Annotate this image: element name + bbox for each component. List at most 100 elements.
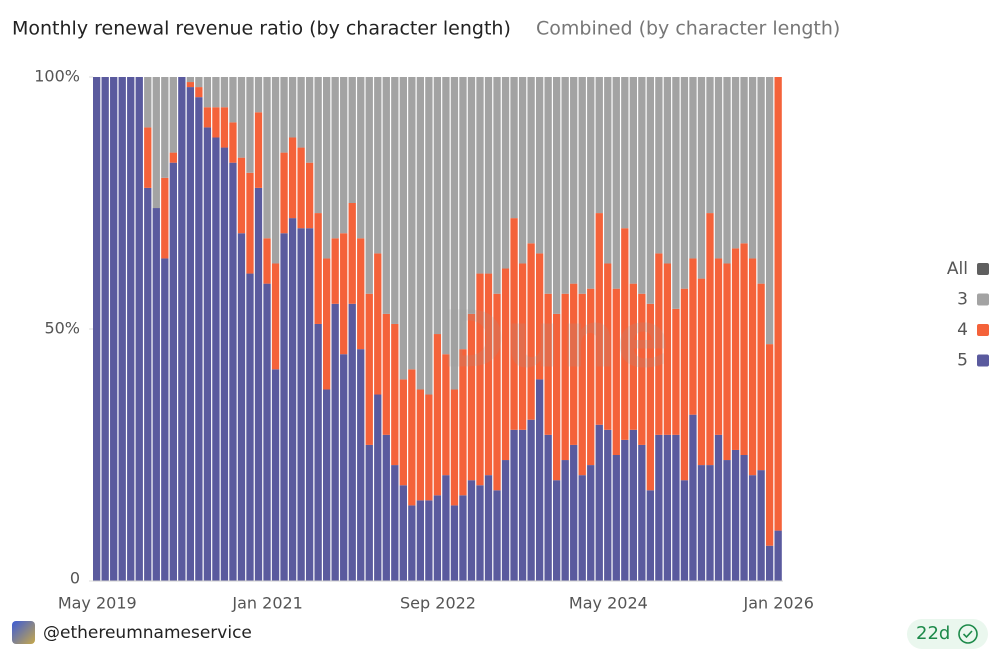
bar-segment — [408, 505, 416, 581]
bar-segment — [305, 77, 314, 163]
bar-segment — [331, 238, 339, 304]
y-tick-label: 100% — [34, 67, 80, 86]
bar-segment — [714, 77, 723, 259]
bar-segment — [203, 77, 212, 108]
bar-segment — [467, 313, 476, 481]
bar-segment — [629, 77, 637, 284]
bar-segment — [152, 208, 160, 582]
bar-segment — [765, 545, 774, 581]
bar-segment — [220, 107, 229, 148]
bar-segment — [323, 258, 331, 390]
bar-segment — [161, 77, 169, 178]
bar-segment — [348, 303, 356, 581]
bar-segment — [399, 77, 407, 380]
account-name[interactable]: @ethereumnameservice — [43, 623, 252, 643]
bar-segment — [254, 187, 263, 581]
bar-segment — [689, 77, 697, 259]
bar-segment — [680, 288, 689, 481]
bar-segment — [621, 77, 629, 229]
bar-segment — [476, 77, 484, 274]
bar-segment — [493, 490, 501, 581]
bar-segment — [680, 480, 689, 581]
bar-segment — [595, 213, 603, 425]
bar-segment — [740, 455, 748, 581]
bar-segment — [144, 127, 152, 188]
bar-segment — [365, 77, 373, 294]
chart-title: Monthly renewal revenue ratio (by charac… — [12, 18, 511, 40]
bar-segment — [391, 77, 399, 324]
bar-segment — [288, 218, 297, 581]
bar-segment — [697, 77, 706, 279]
bar-segment — [169, 77, 177, 153]
bar-segment — [501, 460, 510, 581]
bar-segment — [570, 444, 578, 581]
bar-segment — [535, 253, 544, 380]
bar-segment — [706, 77, 714, 214]
bar-segment — [391, 323, 399, 466]
bar-segment — [186, 87, 195, 581]
bar-segment — [493, 293, 501, 491]
bar-segment — [280, 77, 288, 153]
bar-segment — [391, 465, 399, 581]
bar-segment — [689, 258, 697, 415]
bar-segment — [178, 77, 186, 581]
bar-segment — [348, 77, 356, 203]
bar-segment — [450, 77, 459, 390]
bar-segment — [425, 77, 433, 395]
bar-segment — [774, 530, 782, 581]
x-tick-label: May 2019 — [58, 594, 137, 613]
bar-segment — [638, 444, 646, 581]
bar-segment — [297, 77, 305, 148]
bar-segment — [433, 495, 442, 581]
legend-label: 3 — [957, 290, 968, 310]
bar-segment — [450, 389, 459, 506]
bar-segment — [212, 107, 220, 138]
bar-segment — [544, 434, 552, 581]
bar-segment — [518, 77, 527, 264]
bar-segment — [714, 434, 723, 581]
legend-label: All — [947, 259, 968, 279]
bar-segment — [212, 137, 220, 582]
bar-segment — [621, 439, 629, 581]
legend-label: 5 — [957, 351, 968, 371]
bar-segment — [706, 465, 714, 581]
bar-segment — [646, 490, 655, 581]
verified-check — [962, 630, 973, 639]
bar-segment — [706, 213, 714, 466]
bar-segment — [246, 77, 254, 173]
bar-segment — [263, 77, 271, 239]
x-tick-label: May 2024 — [569, 594, 648, 613]
bar-segment — [348, 203, 356, 304]
bar-segment — [587, 288, 595, 466]
bar-segment — [408, 369, 416, 506]
bar-segment — [340, 354, 348, 581]
bar-segment — [765, 344, 774, 546]
bar-segment — [476, 485, 484, 581]
bar-segment — [280, 152, 288, 234]
bar-segment — [271, 77, 280, 264]
bar-segment — [629, 429, 637, 581]
bar-segment — [459, 349, 467, 496]
bar-segment — [220, 147, 229, 581]
x-tick-label: Jan 2026 — [743, 594, 814, 613]
bar-segment — [263, 283, 271, 581]
y-tick-label: 0 — [70, 569, 80, 588]
bar-segment — [535, 379, 544, 581]
bar-segment — [748, 258, 757, 476]
legend-swatch — [977, 324, 989, 336]
bar-segment — [237, 233, 246, 582]
bar-segment — [510, 77, 518, 219]
bar-segment — [195, 77, 203, 88]
bar-segment — [544, 293, 552, 435]
bar-segment — [672, 308, 680, 435]
bar-segment — [442, 354, 450, 476]
bar-segment — [553, 480, 561, 581]
bar-segment — [237, 157, 246, 234]
bar-segment — [595, 424, 603, 581]
bar-segment — [382, 77, 390, 314]
bar-segment — [442, 475, 450, 581]
bar-segment — [254, 77, 263, 113]
bar-segment — [570, 283, 578, 445]
bar-segment — [527, 243, 535, 420]
bar-segment — [203, 107, 212, 128]
